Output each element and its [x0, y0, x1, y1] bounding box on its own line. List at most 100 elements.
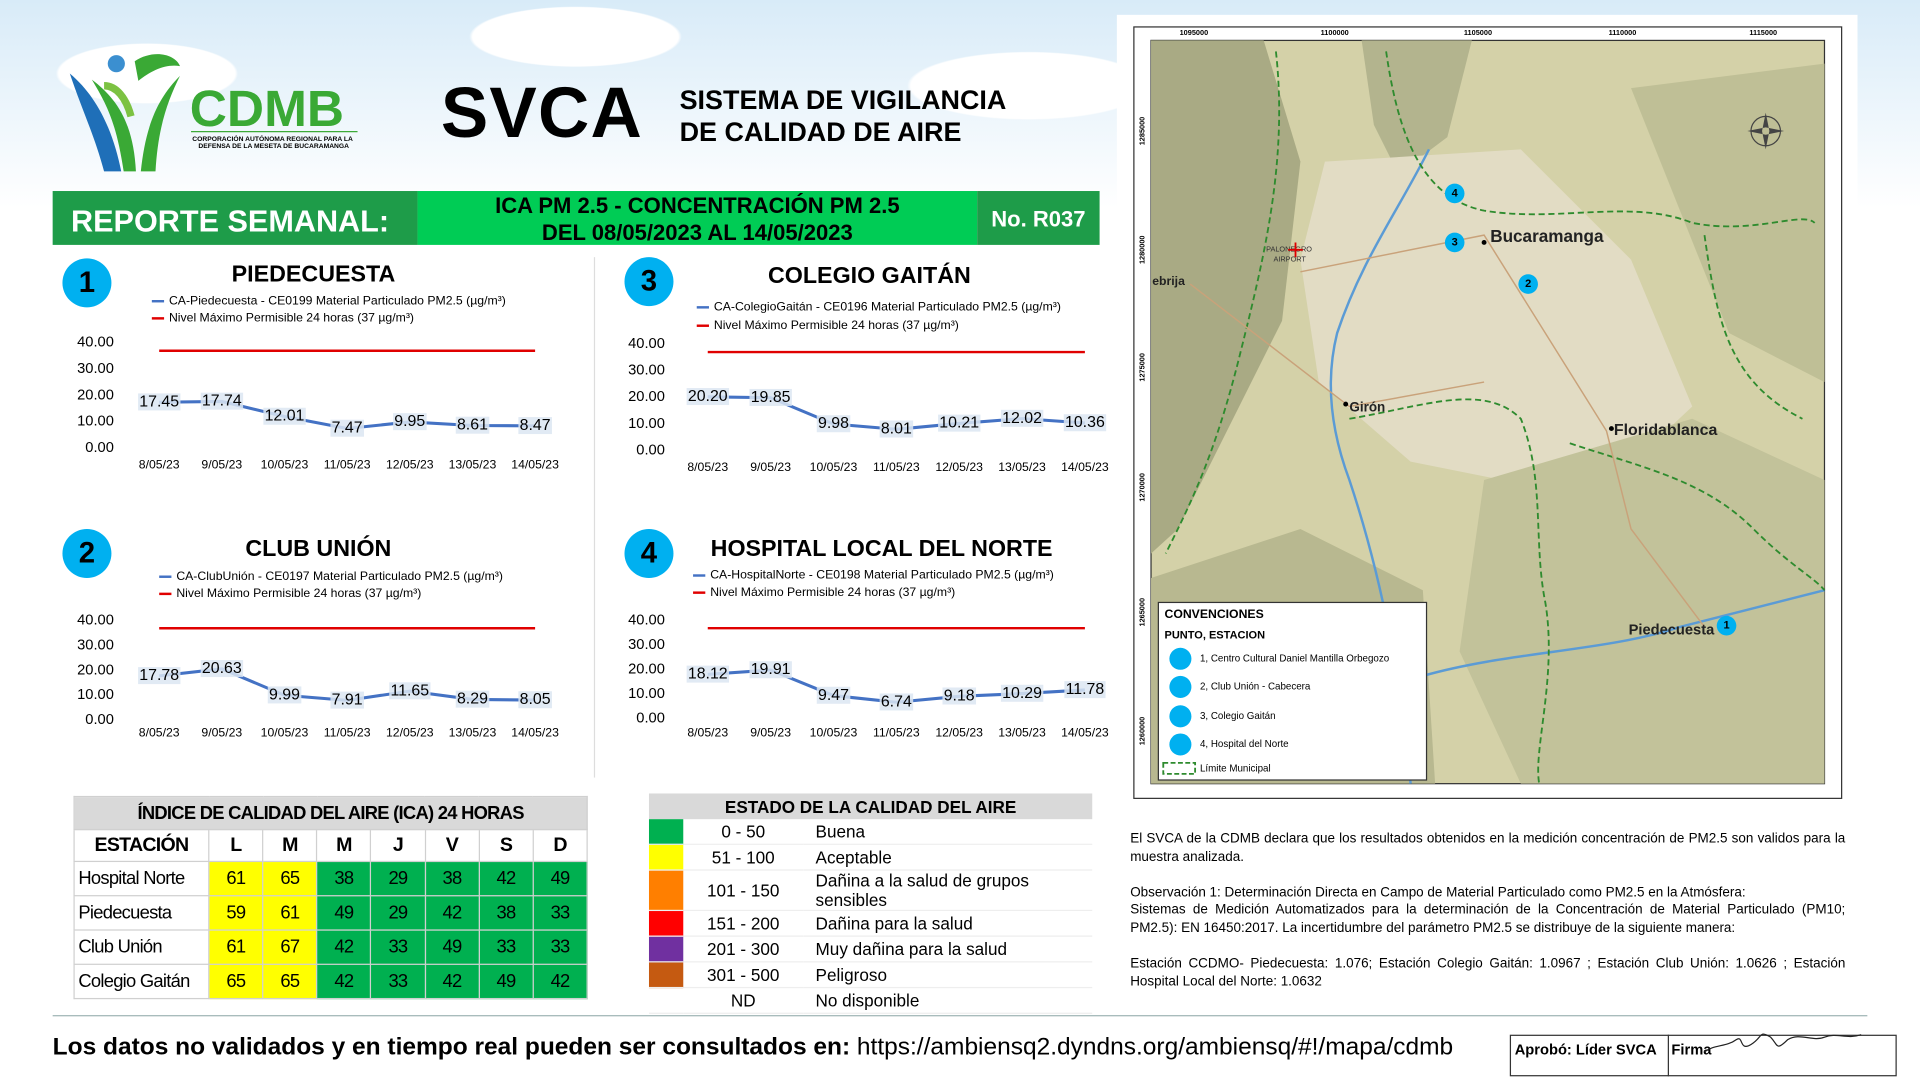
legend-label: No disponible — [803, 987, 1093, 1014]
x-tick-label: 9/05/23 — [750, 726, 791, 740]
x-tick-label: 11/05/23 — [873, 726, 920, 740]
footer-url: https://ambiensq2.dyndns.org/ambiensq/#!… — [856, 1033, 1454, 1061]
data-label: 6.74 — [881, 693, 912, 710]
x-tick-label: 10/05/23 — [810, 726, 858, 740]
legend-label: Muy dañina para la salud — [803, 936, 1093, 963]
station-cell: Piedecuesta — [73, 895, 210, 931]
x-tick-label: 13/05/23 — [998, 460, 1046, 474]
map-legend-item: 1, Centro Cultural Daniel Mantilla Orbeg… — [1200, 653, 1390, 664]
legend-swatch — [648, 870, 684, 912]
data-label-bg — [816, 415, 851, 433]
ica-cell: 59 — [208, 895, 264, 931]
x-tick-label: 8/05/23 — [687, 460, 728, 474]
charts: 1 PIEDECUESTA0.0010.0020.0030.0040.008/05… — [62, 257, 1109, 740]
data-label-bg — [393, 413, 427, 431]
ica-cell: 65 — [208, 963, 264, 1000]
y-tick-label: 0.00 — [85, 440, 114, 456]
data-label-bg — [749, 661, 792, 679]
map-legend-item: 2, Club Unión - Cabecera — [1200, 682, 1311, 693]
data-label-bg — [455, 416, 490, 434]
legend-row: 201 - 300 Muy dañina para la salud — [648, 936, 1093, 963]
map-legend-item: 3, Colegio Gaitán — [1200, 711, 1276, 722]
ica-cell: 49 — [316, 895, 372, 931]
logo-rule — [191, 131, 358, 133]
data-label-bg — [267, 686, 302, 704]
legend-label: Nivel Máximo Permisible 24 horas (37 µg/… — [714, 318, 959, 332]
x-tick-label: 12/05/23 — [935, 460, 983, 474]
legend-label: CA-HospitalNorte - CE0198 Material Parti… — [710, 568, 1054, 582]
data-label-bg — [942, 687, 977, 705]
data-label: 12.02 — [1002, 410, 1042, 427]
ica-cell: 61 — [208, 860, 264, 897]
map-station: 3 — [1452, 236, 1458, 248]
x-tick-label: 8/05/23 — [687, 726, 728, 740]
y-tick-label: 40.00 — [77, 335, 114, 351]
legend-row: 301 - 500 Peligroso — [648, 961, 1093, 989]
chart-title: COLEGIO GAITÁN — [768, 261, 971, 288]
x-tick-label: 8/05/23 — [139, 458, 180, 472]
ica-cell: 42 — [424, 895, 480, 931]
report-number: No. R037 — [991, 206, 1086, 232]
x-tick-label: 13/05/23 — [998, 726, 1046, 740]
chart-title: PIEDECUESTA — [232, 261, 396, 287]
signature-divider — [1667, 1034, 1669, 1077]
station-cell: Club Unión — [73, 929, 210, 965]
chart-badge — [62, 528, 112, 578]
legend-label: Aceptable — [803, 844, 1093, 871]
ica-cell: 49 — [532, 860, 588, 897]
x-tick-label: 13/05/23 — [449, 458, 497, 472]
data-label: 10.36 — [1065, 414, 1105, 431]
legend-row: 151 - 200 Dañina para la salud — [648, 910, 1093, 937]
ica-cell: 29 — [370, 895, 426, 931]
logo-subtitle: CORPORACIÓN AUTÓNOMA REGIONAL PARA LA — [192, 135, 353, 144]
report-title: ICA PM 2.5 - CONCENTRACIÓN PM 2.5 — [495, 193, 900, 218]
x-tick-label: 12/05/23 — [386, 726, 434, 740]
x-tick-label: 12/05/23 — [386, 458, 434, 472]
data-label-bg — [389, 682, 431, 700]
map-station: 4 — [1452, 187, 1459, 199]
x-tick-label: 11/05/23 — [324, 458, 371, 472]
ica-cell: 33 — [532, 895, 588, 931]
legend-label: CA-Piedecuesta - CE0199 Material Particu… — [169, 293, 506, 307]
y-tick-label: 20.00 — [628, 662, 665, 678]
y-tick-label: 10.00 — [628, 686, 665, 702]
system-title: SISTEMA DE VIGILANCIA — [679, 84, 1007, 116]
chart-divider — [593, 257, 596, 778]
ica-cell: 42 — [478, 860, 534, 897]
legend-label: Dañina a la salud de grupos sensibles — [803, 870, 1093, 912]
ica-cell: 42 — [316, 963, 372, 1000]
ica-cell: 65 — [262, 860, 318, 897]
data-label-bg — [816, 686, 851, 704]
data-label-bg — [138, 393, 181, 411]
data-label: 8.61 — [457, 417, 488, 434]
legend-title: ESTADO DE LA CALIDAD DEL AIRE — [724, 796, 1017, 817]
footer-rule — [52, 1015, 1868, 1017]
data-label: 8.47 — [520, 417, 551, 434]
x-tick-label: 14/05/23 — [511, 726, 559, 740]
data-label: 8.01 — [881, 420, 912, 437]
station-cell: Colegio Gaitán — [73, 963, 210, 1000]
legend-label: Nivel Máximo Permisible 24 horas (37 µg/… — [176, 586, 421, 600]
logo-subtitle: DEFENSA DE LA MESETA DE BUCARAMANGA — [198, 143, 350, 151]
chart-badge — [624, 257, 674, 307]
map-legend-item: Límite Municipal — [1200, 764, 1271, 775]
report-title-box — [417, 191, 978, 245]
quality-legend: ESTADO DE LA CALIDAD DEL AIRE 0 - 50 Buena… — [648, 793, 1093, 1014]
ica-cell: 61 — [208, 929, 264, 965]
table-header: D — [532, 828, 588, 863]
legend-label: Nivel Máximo Permisible 24 horas (37 µg/… — [710, 585, 955, 599]
ica-cell: 33 — [478, 929, 534, 965]
x-tick-label: 14/05/23 — [511, 458, 559, 472]
data-label-bg — [749, 388, 792, 406]
ica-cell: 42 — [532, 963, 588, 1000]
data-label-bg — [879, 693, 914, 711]
data-label-bg — [263, 407, 306, 425]
ica-cell: 33 — [370, 929, 426, 965]
data-label: 10.21 — [939, 415, 979, 432]
data-label-bg — [1000, 684, 1044, 702]
data-label-bg — [686, 388, 730, 406]
map-place: ebrija — [1152, 274, 1185, 288]
map-y-tick: 1280000 — [1137, 236, 1146, 265]
data-label: 17.45 — [139, 393, 179, 410]
